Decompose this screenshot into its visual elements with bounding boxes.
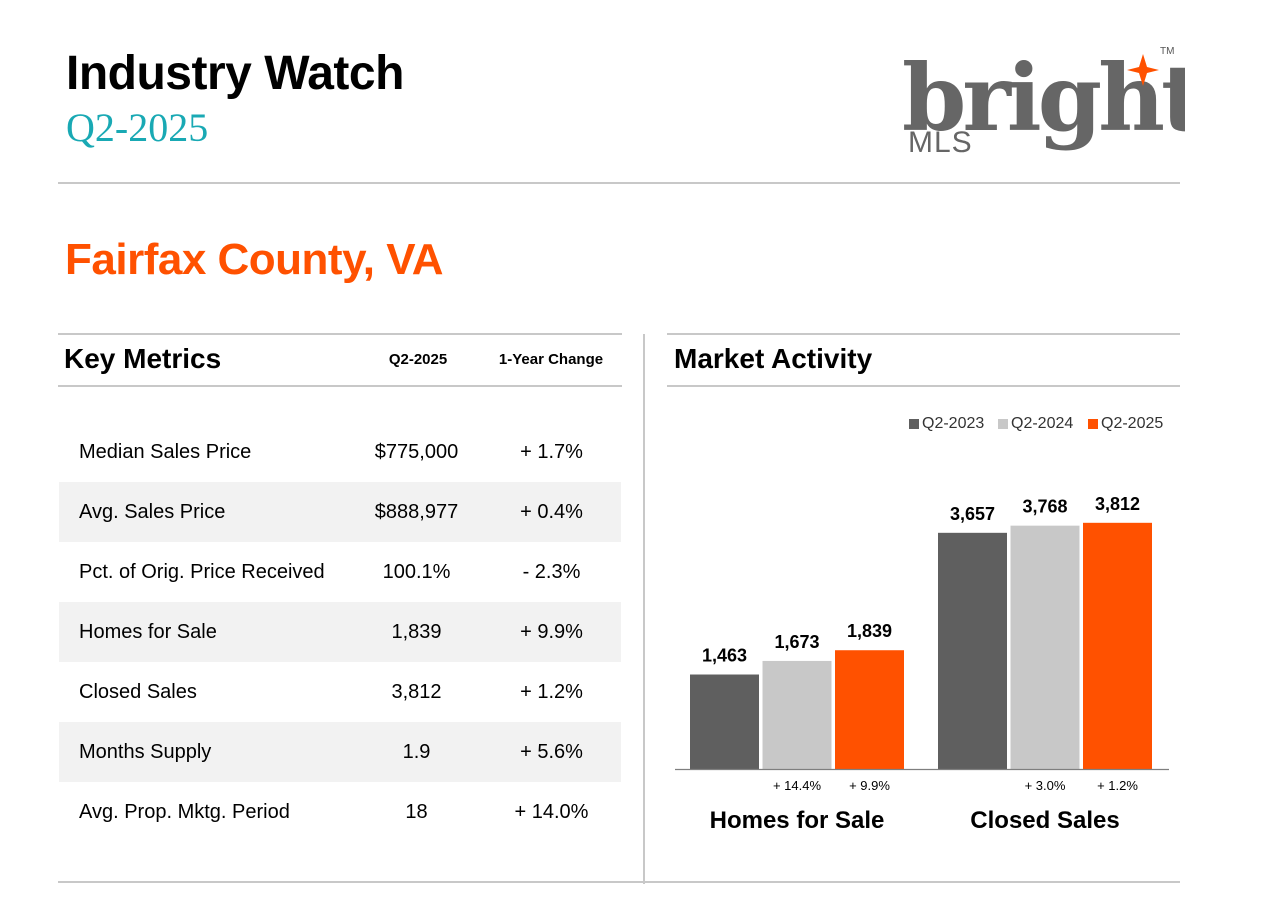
metric-change: + 1.2% xyxy=(520,681,583,703)
metric-value: 3,812 xyxy=(391,681,442,703)
bright-mls-logo: bright TM MLS xyxy=(902,44,1185,159)
bar-change-label: + 1.2% xyxy=(1097,778,1138,793)
bar-value-label: 3,768 xyxy=(1022,497,1067,517)
market-activity-header-rule xyxy=(667,385,1180,387)
legend-label: Q2-2024 xyxy=(1011,415,1074,432)
table-row: Median Sales Price $775,000 + 1.7% xyxy=(59,422,621,482)
bar-value-label: 1,839 xyxy=(847,621,892,641)
table-row: Months Supply 1.9 + 5.6% xyxy=(59,722,621,782)
trademark-mark: TM xyxy=(1160,46,1174,57)
category-label: Homes for Sale xyxy=(710,807,885,834)
key-metrics-header-rule xyxy=(58,385,622,387)
legend-label: Q2-2025 xyxy=(1101,415,1164,432)
bar-value-label: 1,673 xyxy=(774,632,819,652)
metric-label: Months Supply xyxy=(79,741,212,763)
bar xyxy=(938,532,1007,769)
metric-change: + 9.9% xyxy=(520,621,583,643)
column-header-period: Q2-2025 xyxy=(388,351,448,368)
metric-change: + 5.6% xyxy=(520,741,583,763)
bar-value-label: 3,657 xyxy=(950,504,995,524)
metric-label: Avg. Prop. Mktg. Period xyxy=(79,801,290,823)
logo-star-icon xyxy=(1127,54,1159,86)
metric-value: 18 xyxy=(405,801,428,823)
legend-swatch xyxy=(909,419,919,429)
page-title: Industry Watch xyxy=(66,47,404,100)
table-row: Closed Sales 3,812 + 1.2% xyxy=(59,662,621,722)
market-activity-chart: 1,463 1,673 + 14.4% 1,839 + 9.9% Homes for Sa… xyxy=(675,494,1169,834)
metric-change: - 2.3% xyxy=(522,561,581,583)
metric-change: + 1.7% xyxy=(520,441,583,463)
table-row: Avg. Prop. Mktg. Period 18 + 14.0% xyxy=(59,782,621,842)
metric-value: 100.1% xyxy=(382,561,451,583)
metric-value: $775,000 xyxy=(374,441,459,463)
legend-item-q2-2024: Q2-2024 xyxy=(998,414,1073,434)
bar xyxy=(762,660,832,769)
panel-divider xyxy=(643,334,645,884)
logo-word: bright xyxy=(902,44,1185,152)
market-activity-top-rule xyxy=(667,333,1180,335)
footer-rule xyxy=(58,881,1180,883)
header-divider xyxy=(58,182,1180,184)
legend-item-q2-2023: Q2-2023 xyxy=(909,414,984,434)
region-title: Fairfax County, VA xyxy=(65,235,444,284)
column-header-change: 1-Year Change xyxy=(498,351,604,368)
metric-value: 1.9 xyxy=(402,741,431,763)
metric-label: Pct. of Orig. Price Received xyxy=(79,561,325,583)
legend-swatch xyxy=(998,419,1008,429)
bar xyxy=(1083,522,1152,769)
bar xyxy=(690,674,759,769)
bar-change-label: + 9.9% xyxy=(849,778,890,793)
metric-label: Avg. Sales Price xyxy=(79,501,226,523)
metric-change: + 14.0% xyxy=(514,801,589,823)
bar-value-label: 1,463 xyxy=(702,646,747,666)
metric-label: Closed Sales xyxy=(79,681,197,703)
bar xyxy=(1010,525,1080,769)
metric-value: $888,977 xyxy=(374,501,459,523)
table-row: Homes for Sale 1,839 + 9.9% xyxy=(59,602,621,662)
metric-change: + 0.4% xyxy=(520,501,583,523)
bar-value-label: 3,812 xyxy=(1095,494,1140,514)
metric-label: Homes for Sale xyxy=(79,621,217,643)
legend-label: Q2-2023 xyxy=(922,415,985,432)
bar xyxy=(835,650,904,769)
bar-change-label: + 14.4% xyxy=(773,778,822,793)
legend-item-q2-2025: Q2-2025 xyxy=(1088,414,1163,434)
metric-label: Median Sales Price xyxy=(79,441,252,463)
bar-change-label: + 3.0% xyxy=(1025,778,1066,793)
metric-value: 1,839 xyxy=(391,621,442,643)
category-label: Closed Sales xyxy=(970,807,1119,834)
market-activity-title: Market Activity xyxy=(674,343,873,374)
table-row: Avg. Sales Price $888,977 + 0.4% xyxy=(59,482,621,542)
key-metrics-top-rule xyxy=(58,333,622,335)
logo-subword: MLS xyxy=(908,126,973,159)
legend-swatch xyxy=(1088,419,1098,429)
table-row: Pct. of Orig. Price Received 100.1% - 2.… xyxy=(59,542,621,602)
period-subtitle: Q2-2025 xyxy=(66,105,209,150)
key-metrics-title: Key Metrics xyxy=(64,343,222,374)
